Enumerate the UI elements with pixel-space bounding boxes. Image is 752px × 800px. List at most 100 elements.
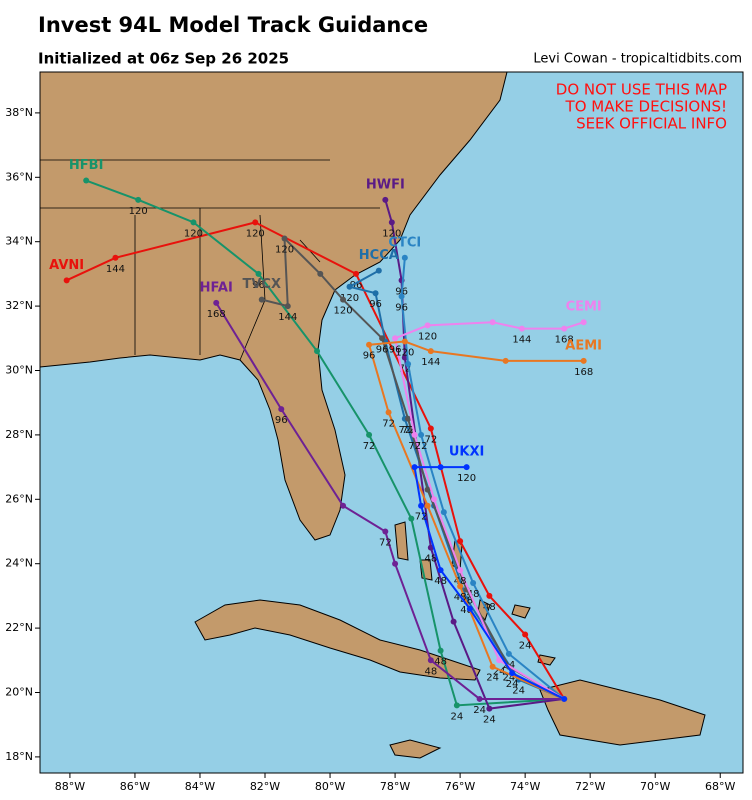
track-point (83, 177, 90, 184)
track-point (382, 528, 389, 535)
track-point (255, 270, 262, 277)
hour-label: 48 (454, 576, 467, 587)
track-line (400, 257, 565, 700)
credit: Levi Cowan - tropicaltidbits.com (533, 52, 742, 67)
hour-label: 144 (106, 264, 125, 275)
x-tick-label: 72°W (575, 780, 605, 793)
x-tick-label: 74°W (510, 780, 540, 793)
model-name: AEMI (565, 338, 602, 353)
track-point (466, 605, 473, 612)
track-point (411, 431, 418, 438)
track-point (496, 657, 503, 664)
hour-label: 120 (275, 244, 294, 255)
track-point (340, 296, 347, 303)
x-tick-label: 80°W (315, 780, 345, 793)
track-point (258, 296, 265, 303)
hour-label: 72 (379, 537, 392, 548)
hour-label: 24 (503, 673, 516, 684)
track-point (382, 196, 389, 203)
track-point (366, 341, 373, 348)
hour-label: 168 (574, 367, 593, 378)
x-tick-label: 86°W (120, 780, 150, 793)
track-point (489, 319, 496, 326)
track-point (213, 299, 220, 306)
track-point (281, 235, 288, 242)
plot-frame (39, 71, 744, 774)
hour-label: 24 (450, 711, 463, 722)
hour-label: 120 (340, 293, 359, 304)
track-point (522, 631, 529, 638)
x-tick-label: 76°W (445, 780, 475, 793)
track-line (367, 340, 584, 700)
y-tick-label: 18°N (5, 750, 33, 763)
track-point (580, 357, 587, 364)
hour-label: 48 (424, 666, 437, 677)
warning: SEEK OFFICIAL INFO (576, 115, 727, 133)
track-line (215, 302, 565, 700)
track-point (366, 431, 373, 438)
track-point (505, 650, 512, 657)
track-point (440, 509, 447, 516)
hour-label: 72 (382, 418, 395, 429)
x-tick-label: 70°W (640, 780, 670, 793)
land-layer (40, 72, 706, 759)
x-tick-label: 82°W (250, 780, 280, 793)
track-point (431, 496, 438, 503)
y-tick-label: 32°N (5, 299, 33, 312)
chart-subtitle: Initialized at 06z Sep 26 2025 (38, 50, 289, 68)
track-point (418, 502, 425, 509)
y-tick-label: 28°N (5, 428, 33, 441)
track-point (398, 293, 405, 300)
hour-label: 120 (457, 473, 476, 484)
track-point (63, 277, 70, 284)
hour-label: 120 (129, 206, 148, 217)
track-point (502, 357, 509, 364)
hour-label: 72 (415, 512, 428, 523)
tracks: 24487296120144AVNI24487296120120HFBI2448… (49, 158, 602, 726)
hour-label: 72 (398, 364, 411, 375)
hour-label: 24 (519, 641, 532, 652)
hour-label: 96 (395, 302, 408, 313)
hour-label: 48 (467, 589, 480, 600)
track-point (314, 348, 321, 355)
hour-label: 72 (424, 434, 437, 445)
track-point (486, 705, 493, 712)
track-point (463, 464, 470, 471)
track-point (418, 431, 425, 438)
track-line (413, 466, 565, 700)
hour-label: 144 (512, 335, 531, 346)
y-tick-label: 26°N (5, 492, 33, 505)
track-point (509, 670, 516, 677)
track-point (252, 219, 259, 226)
warning: TO MAKE DECISIONS! (565, 98, 727, 116)
track-line (85, 179, 565, 707)
track-point (353, 270, 360, 277)
hour-label: 120 (184, 228, 203, 239)
hour-label: 96 (389, 344, 402, 355)
track-point (346, 283, 353, 290)
track-point (317, 270, 324, 277)
track-point (278, 406, 285, 413)
x-tick-label: 68°W (705, 780, 735, 793)
model-name: CEMI (566, 300, 602, 315)
cuba (194, 599, 481, 681)
track-point (408, 515, 415, 522)
track-point (405, 415, 412, 422)
hour-label: 144 (421, 357, 440, 368)
track-point (457, 567, 464, 574)
track-point (580, 319, 587, 326)
track-point (437, 567, 444, 574)
track-point (450, 618, 457, 625)
y-tick-label: 22°N (5, 621, 33, 634)
track-point (470, 580, 477, 587)
track-point (561, 695, 568, 702)
hour-label: 48 (483, 602, 496, 613)
state-borders (40, 159, 380, 361)
track-point (411, 464, 418, 471)
track-point (518, 325, 525, 332)
x-tick-label: 84°W (185, 780, 215, 793)
hour-label: 96 (252, 280, 265, 291)
hour-label: 120 (382, 228, 401, 239)
track-point (427, 425, 434, 432)
model-name: HCCA (359, 248, 399, 263)
